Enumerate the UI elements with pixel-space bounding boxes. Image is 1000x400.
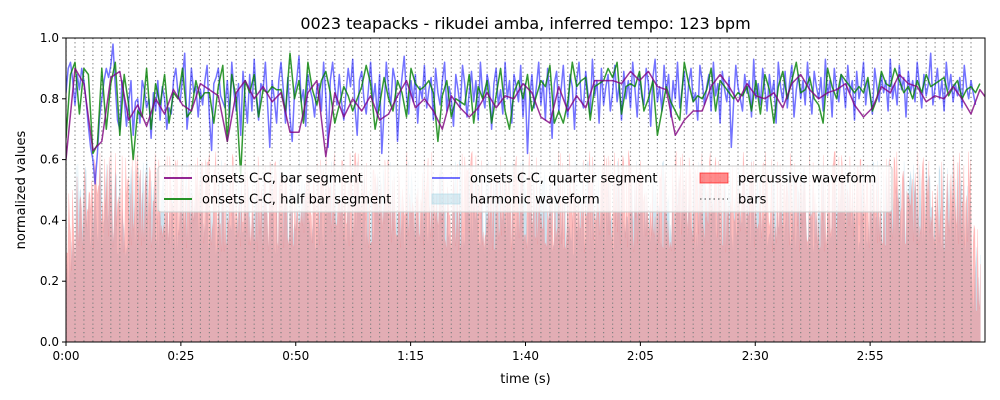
y-tick-label: 0.4 [40,213,59,227]
x-tick-label: 0:00 [53,349,80,363]
legend-entry: percussive waveform [699,172,876,187]
series-line-1 [66,52,981,176]
legend-swatch [699,172,729,184]
x-axis-ticks: 0:00 0:25 0:50 1:15 1:40 2:05 2:30 2:55 [53,342,884,363]
series-line-2 [66,43,977,185]
x-tick-label: 2:30 [742,349,769,363]
legend-label: onsets C-C, quarter segment [470,172,657,187]
legend-label: harmonic waveform [470,193,600,208]
x-axis-label: time (s) [500,372,550,387]
legend-label: percussive waveform [738,172,876,187]
y-tick-label: 0.6 [40,153,59,167]
x-tick-label: 0:50 [282,349,309,363]
legend-entry: bars [700,193,767,208]
x-tick-label: 2:05 [627,349,654,363]
y-tick-label: 1.0 [40,31,59,45]
x-tick-label: 1:40 [512,349,539,363]
legend-label: onsets C-C, bar segment [202,172,363,187]
y-tick-label: 0.0 [40,335,59,349]
x-tick-label: 0:25 [167,349,194,363]
legend: onsets C-C, bar segment onsets C-C, half … [157,165,893,213]
y-axis-ticks: 0.0 0.2 0.4 0.6 0.8 1.0 [40,31,66,349]
y-axis-label: normalized values [14,130,29,249]
chart-title: 0023 teapacks - rikudei amba, inferred t… [300,14,750,33]
x-tick-label: 1:15 [397,349,424,363]
legend-entry: onsets C-C, quarter segment [432,172,657,187]
legend-entry: onsets C-C, bar segment [164,172,363,187]
y-tick-label: 0.2 [40,274,59,288]
legend-label: onsets C-C, half bar segment [202,193,391,208]
legend-label: bars [738,193,767,208]
legend-frame [157,165,893,213]
onset-lines [66,43,985,185]
legend-entry: harmonic waveform [431,193,600,208]
y-tick-label: 0.8 [40,92,59,106]
legend-swatch [431,193,461,205]
series-line-0 [66,67,985,160]
x-tick-label: 2:55 [857,349,884,363]
legend-entry: onsets C-C, half bar segment [164,193,391,208]
